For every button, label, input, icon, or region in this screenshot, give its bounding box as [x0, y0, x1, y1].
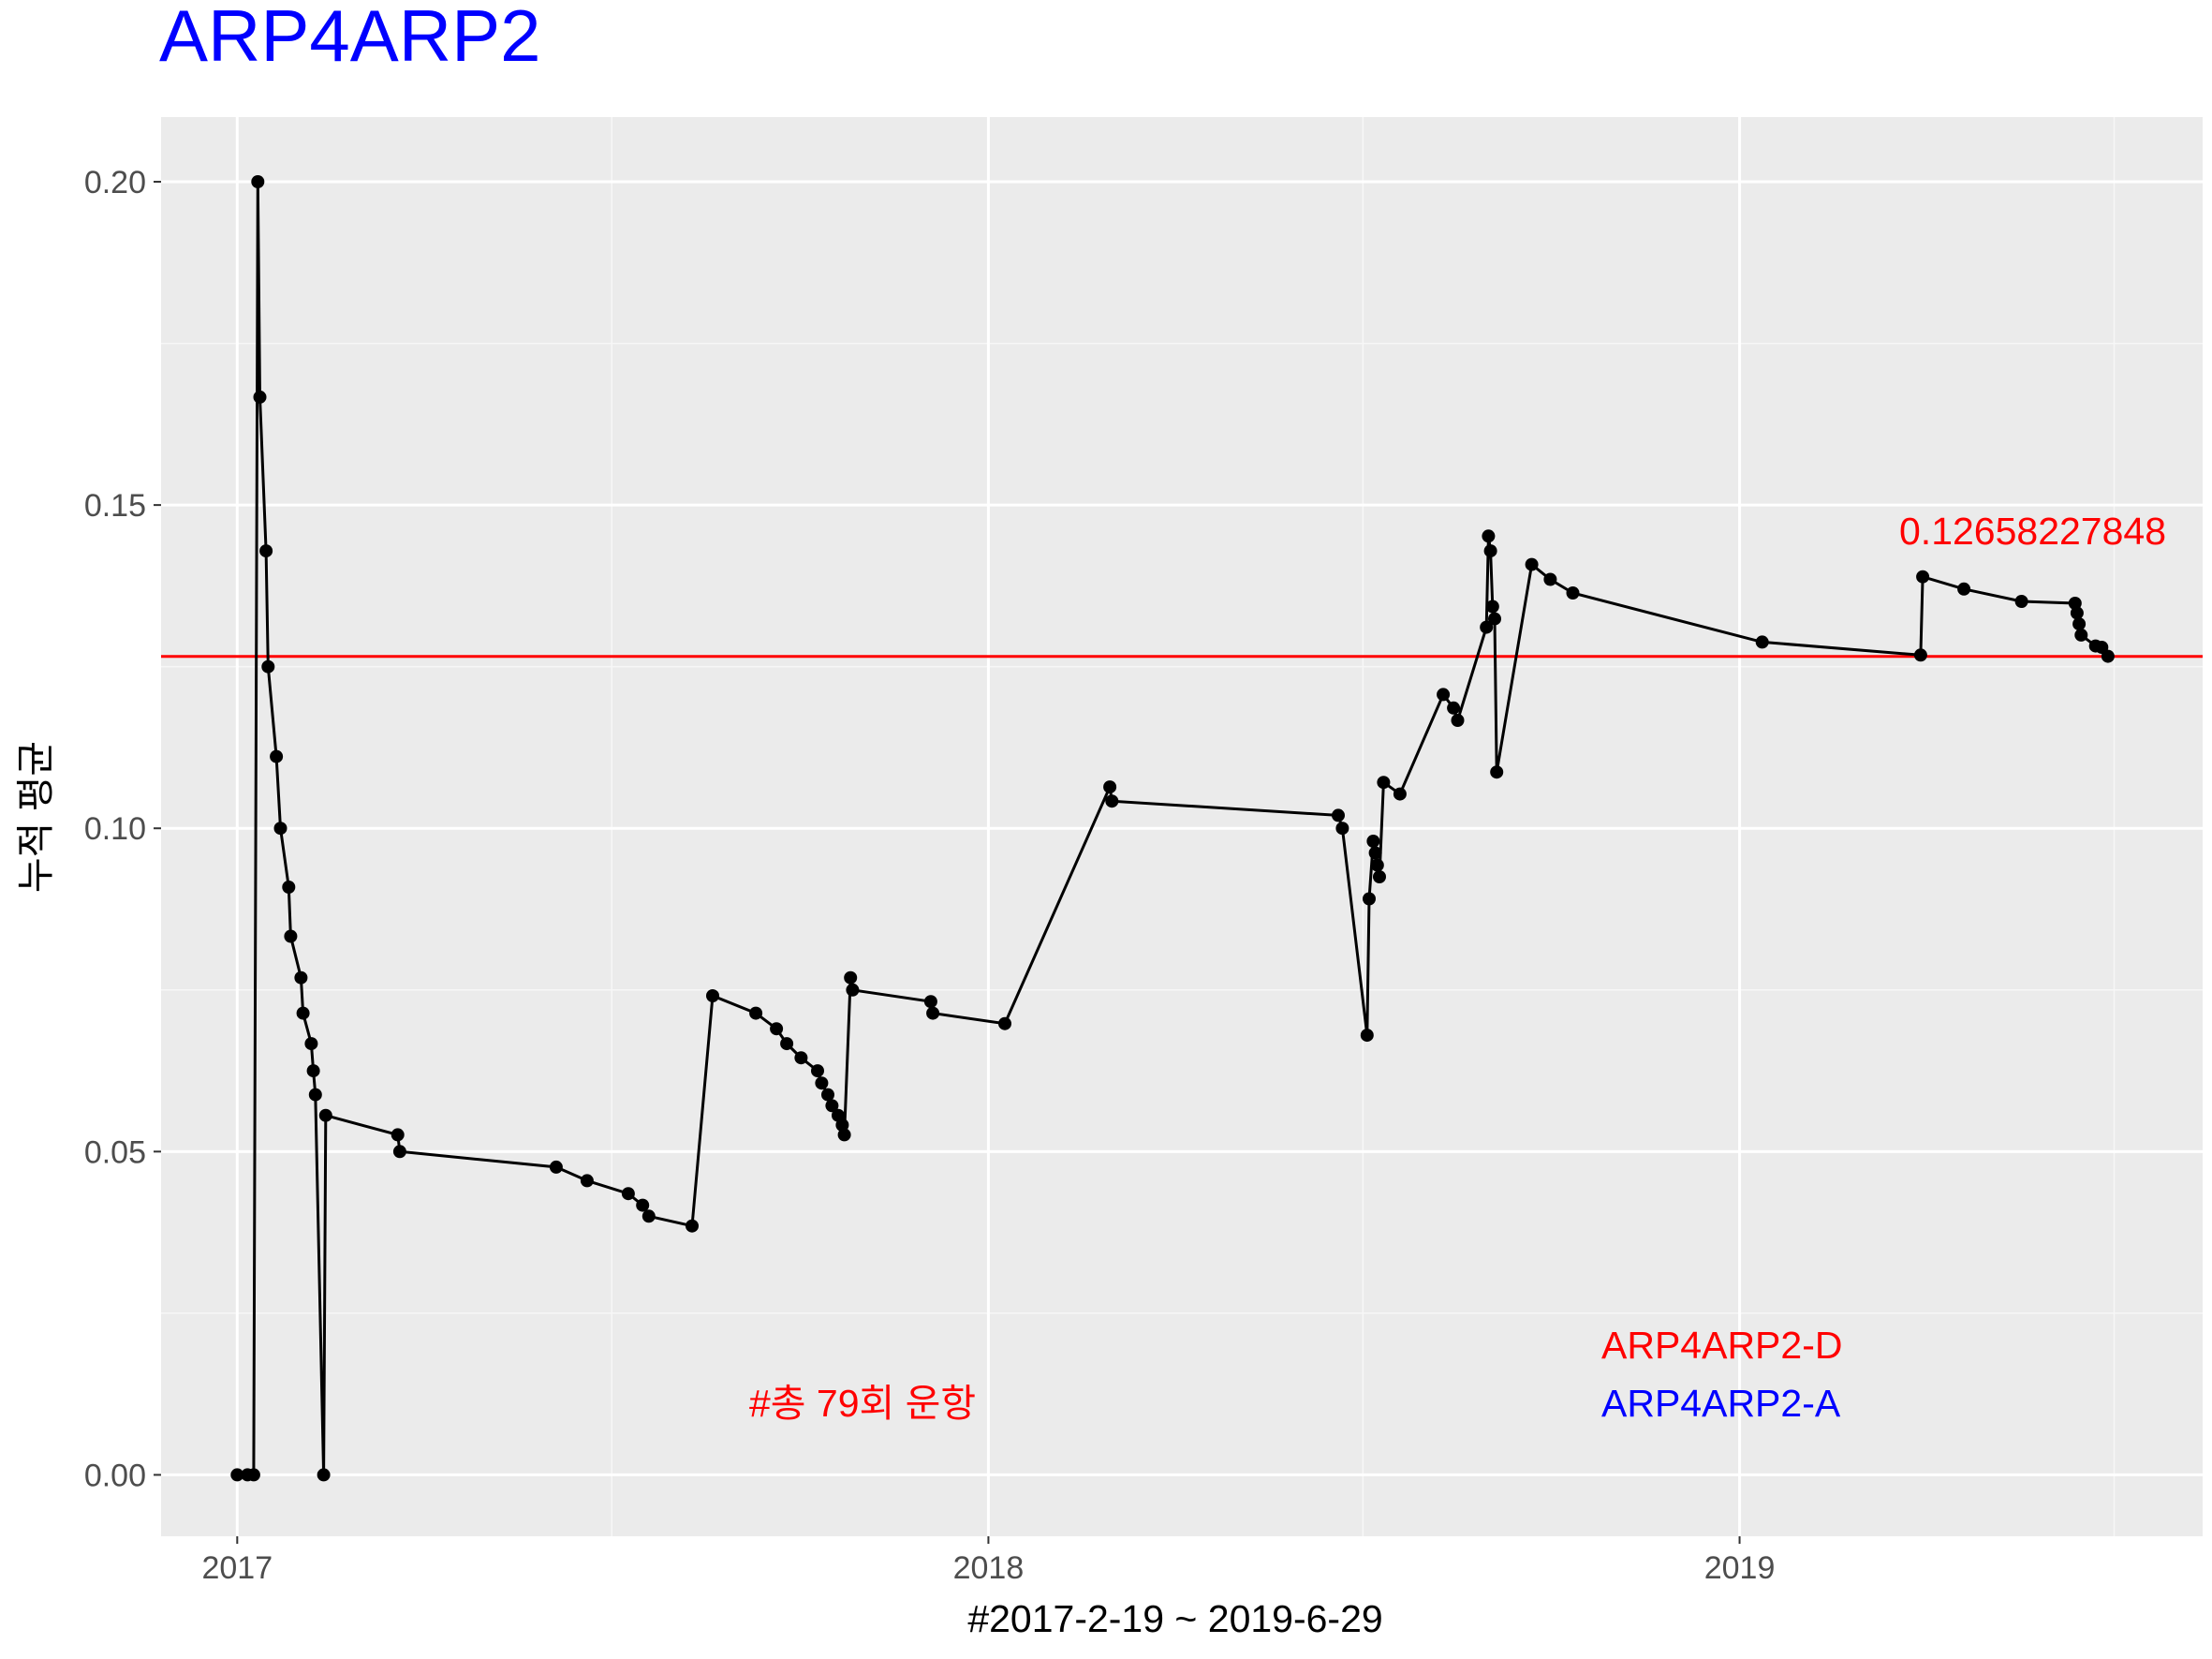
data-point	[2072, 617, 2087, 631]
data-point	[837, 1128, 851, 1142]
data-point	[815, 1076, 829, 1090]
y-tick-label: 0.00	[84, 1458, 146, 1493]
data-point	[1437, 688, 1451, 702]
data-point	[391, 1128, 405, 1142]
data-point	[1332, 808, 1345, 822]
data-point	[636, 1198, 650, 1212]
data-point	[1957, 582, 1971, 596]
data-point	[1480, 620, 1494, 634]
data-point	[1525, 557, 1539, 571]
data-point	[259, 544, 273, 558]
data-point	[686, 1219, 699, 1233]
data-point	[1485, 600, 1499, 614]
data-point	[284, 929, 298, 943]
x-axis-title: #2017-2-19 ~ 2019-6-29	[967, 1597, 1382, 1640]
data-point	[308, 1088, 322, 1102]
data-point	[1335, 822, 1349, 836]
data-point	[1373, 870, 1386, 883]
data-point	[549, 1160, 563, 1174]
data-point	[2074, 628, 2088, 642]
x-axis-ticks: 2017 2018 2019	[201, 1536, 1775, 1586]
data-point	[749, 1006, 763, 1020]
data-point	[1916, 570, 1930, 584]
data-point	[282, 881, 296, 894]
data-point	[1360, 1029, 1374, 1043]
data-point	[270, 749, 284, 763]
data-point	[2070, 606, 2084, 620]
y-tick-label: 0.15	[84, 488, 146, 524]
mean-value-label: 0.12658227848	[1899, 510, 2166, 553]
data-point	[261, 659, 275, 674]
data-point	[846, 983, 860, 997]
y-tick-label: 0.10	[84, 811, 146, 847]
grid-major	[161, 117, 2203, 1536]
chart-title: ARP4ARP2	[159, 0, 541, 77]
data-point	[273, 822, 288, 836]
data-point	[1366, 835, 1380, 848]
data-point	[794, 1051, 808, 1065]
data-point	[821, 1088, 834, 1102]
data-point	[580, 1174, 594, 1188]
data-point	[2068, 597, 2082, 610]
y-tick-label: 0.20	[84, 165, 146, 200]
data-point	[1105, 794, 1119, 808]
data-point	[296, 1006, 310, 1020]
grid-minor	[161, 117, 2203, 1536]
plot-panel	[161, 117, 2203, 1536]
data-point	[926, 1006, 940, 1020]
data-point	[641, 1209, 656, 1223]
data-point	[1543, 572, 1557, 586]
data-point	[230, 1468, 244, 1482]
data-point	[1393, 787, 1407, 801]
data-point	[1483, 544, 1497, 558]
data-point	[1913, 648, 1927, 662]
data-point	[304, 1037, 318, 1051]
data-point	[770, 1022, 784, 1036]
data-point	[825, 1099, 839, 1113]
data-point	[998, 1016, 1011, 1030]
data-point	[1451, 714, 1465, 727]
data-point	[1103, 780, 1117, 794]
data-point	[253, 390, 267, 404]
data-point	[844, 970, 858, 985]
total-flights-annotation: #총 79회 운항	[749, 1382, 976, 1425]
data-point	[2101, 649, 2115, 663]
data-point	[1755, 635, 1769, 649]
data-point	[706, 989, 719, 1002]
data-point	[1566, 586, 1580, 600]
y-axis-title: 누적 평균	[14, 741, 57, 893]
data-point	[294, 970, 308, 985]
data-point	[1363, 892, 1376, 906]
data-point	[923, 995, 937, 1009]
data-point	[246, 1468, 260, 1482]
y-axis-ticks: 0.00 0.05 0.10 0.15 0.20	[84, 165, 161, 1493]
data-point	[811, 1064, 824, 1078]
data-point	[1447, 701, 1461, 715]
data-point	[318, 1108, 332, 1122]
x-tick-label: 2018	[953, 1550, 1025, 1586]
data-point	[780, 1037, 794, 1051]
x-tick-label: 2019	[1704, 1550, 1776, 1586]
departure-legend-label: ARP4ARP2-D	[1601, 1324, 1842, 1367]
data-point	[1482, 529, 1496, 543]
data-point	[1488, 612, 1501, 626]
arrival-legend-label: ARP4ARP2-A	[1601, 1382, 1841, 1425]
data-point	[1490, 765, 1504, 779]
data-point	[306, 1064, 320, 1078]
data-point	[251, 175, 265, 188]
data-point	[1377, 776, 1391, 790]
data-point	[1368, 846, 1382, 860]
series-points	[230, 175, 2115, 1482]
data-point	[621, 1187, 635, 1201]
x-tick-label: 2017	[201, 1550, 273, 1586]
y-tick-label: 0.05	[84, 1134, 146, 1170]
data-point	[835, 1118, 849, 1132]
data-point	[1370, 858, 1384, 872]
data-point	[392, 1145, 406, 1159]
data-point	[317, 1468, 331, 1482]
data-point	[2014, 595, 2028, 608]
